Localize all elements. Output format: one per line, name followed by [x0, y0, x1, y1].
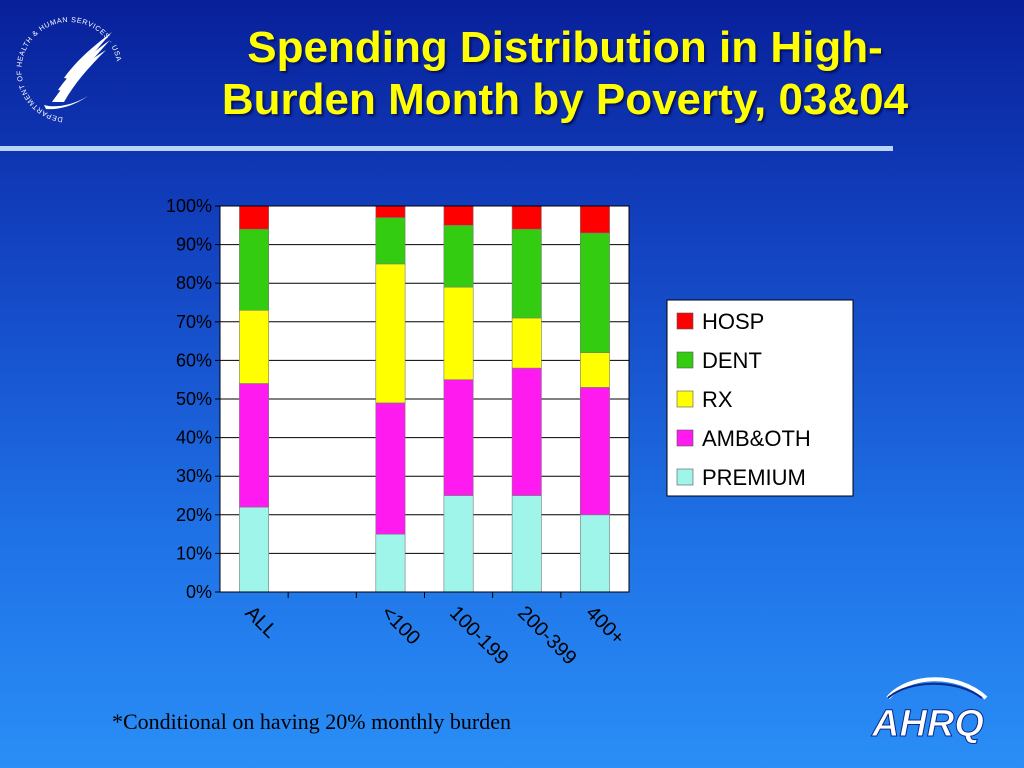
y-tick-label: 0% — [186, 582, 212, 602]
bar-segment — [239, 309, 269, 384]
x-tick-label: 200-399 — [513, 602, 580, 669]
bar-segment — [579, 387, 610, 516]
y-tick-label: 100% — [166, 196, 212, 216]
bar-segment — [511, 317, 542, 369]
x-tick-label: 400+ — [581, 602, 628, 649]
y-tick-label: 20% — [176, 505, 212, 525]
bar-segment — [579, 514, 610, 593]
ahrq-logo-text: AHRQ — [871, 703, 984, 745]
bar-segment — [443, 225, 474, 288]
bar-segment — [579, 205, 610, 234]
bar-segment — [443, 495, 474, 593]
legend-label: AMB&OTH — [702, 426, 811, 451]
footnote: *Conditional on having 20% monthly burde… — [112, 709, 512, 734]
legend-label: HOSP — [702, 309, 764, 334]
y-tick-label: 70% — [176, 312, 212, 332]
bar-segment — [375, 263, 406, 404]
bar-segment — [375, 402, 406, 535]
bar-segment — [239, 205, 269, 230]
y-tick-label: 30% — [176, 466, 212, 486]
bar-segment — [511, 205, 542, 230]
x-tick-label: 100-199 — [445, 602, 512, 669]
bar-segment — [375, 205, 406, 218]
x-tick-label: <100 — [377, 602, 424, 649]
title-divider — [0, 146, 893, 151]
legend-swatch — [676, 468, 694, 486]
y-tick-label: 80% — [176, 273, 212, 293]
legend-label: DENT — [702, 348, 762, 373]
bar-segment — [443, 205, 474, 226]
title-line-1: Spending Distribution in High- — [247, 23, 883, 72]
hhs-seal-logo: DEPARTMENT OF HEALTH & HUMAN SERVICES · … — [14, 15, 123, 125]
x-tick-label: ALL — [241, 602, 282, 643]
legend-swatch — [676, 351, 694, 369]
ahrq-logo: AHRQ — [871, 677, 988, 746]
y-tick-label: 40% — [176, 428, 212, 448]
bar-segment — [375, 217, 406, 265]
bar-segment — [443, 286, 474, 381]
y-tick-label: 10% — [176, 543, 212, 563]
bar-segment — [579, 232, 610, 353]
title-line-2: Burden Month by Poverty, 03&04 — [221, 75, 909, 124]
bar-segment — [511, 228, 542, 319]
legend-label: PREMIUM — [702, 465, 806, 490]
bar-segment — [511, 367, 542, 496]
legend-swatch — [676, 390, 694, 408]
bar-segment — [239, 228, 269, 311]
bar-segment — [239, 383, 269, 508]
legend-box — [666, 299, 854, 497]
slide-title: Spending Distribution in High- Burden Mo… — [130, 22, 1000, 126]
legend-label: RX — [702, 387, 733, 412]
bar-segment — [443, 379, 474, 496]
bar-segment — [511, 495, 542, 593]
bar-segment — [239, 506, 269, 593]
legend-swatch — [676, 312, 694, 330]
y-tick-label: 90% — [176, 235, 212, 255]
y-tick-label: 50% — [176, 389, 212, 409]
y-tick-label: 60% — [176, 350, 212, 370]
bar-segment — [579, 352, 610, 388]
legend-swatch — [676, 429, 694, 447]
bar-segment — [375, 533, 406, 593]
